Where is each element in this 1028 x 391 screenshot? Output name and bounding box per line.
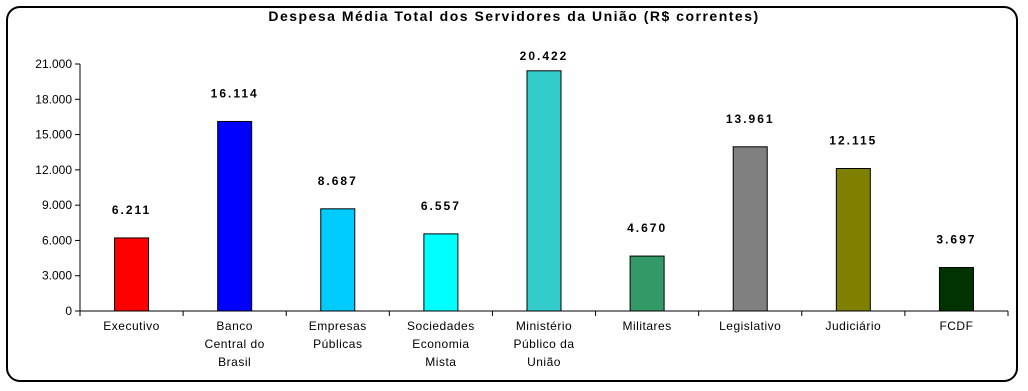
y-tick-label: 12.000: [35, 163, 72, 177]
bar: [835, 168, 871, 312]
category-label: Economia: [412, 337, 469, 351]
bar: [114, 237, 150, 312]
bar: [320, 208, 356, 312]
category-label: Brasil: [218, 355, 251, 369]
data-label: 8.687: [318, 174, 358, 188]
y-tick-label: 9.000: [42, 198, 72, 212]
data-label: 4.670: [627, 221, 667, 235]
bar: [217, 120, 253, 312]
category-label: Central do: [204, 337, 264, 351]
category-label: Públicas: [313, 337, 362, 351]
category-label: Militares: [623, 319, 672, 333]
bar: [938, 267, 974, 312]
data-label: 6.557: [421, 199, 461, 213]
data-label: 12.115: [829, 134, 877, 148]
data-label: 3.697: [936, 233, 976, 247]
bar: [732, 146, 768, 312]
bar: [423, 233, 459, 312]
data-label: 16.114: [211, 86, 259, 100]
data-label: 20.422: [520, 49, 569, 63]
category-label: Mista: [425, 355, 456, 369]
category-label: Legislativo: [719, 319, 781, 333]
category-label: Público da: [513, 337, 574, 351]
category-label: Banco: [216, 319, 253, 333]
data-labels: 6.211 16.114 8.687 6.557 20.422 4.670 13.961 12…: [112, 49, 976, 247]
category-label: Executivo: [103, 319, 160, 333]
category-label: Sociedades: [407, 319, 475, 333]
data-label: 6.211: [112, 203, 151, 217]
category-labels: Executivo Banco Central do Brasil Empresas Pú…: [103, 319, 973, 369]
axes: 0 3.000 6.000 9.000 12.000 15.000 18.000 21.000: [35, 57, 1009, 318]
y-tick-label: 0: [65, 304, 72, 318]
bar: [526, 70, 562, 312]
category-label: FCDF: [939, 319, 973, 333]
data-label: 13.961: [726, 112, 775, 126]
bar: [629, 255, 665, 312]
y-tick-label: 6.000: [42, 233, 72, 247]
category-label: Judiciário: [825, 319, 881, 333]
y-tick-label: 3.000: [42, 269, 72, 283]
bars: [114, 70, 974, 312]
category-label: Ministério: [516, 319, 572, 333]
chart-title: Despesa Média Total dos Servidores da Un…: [268, 8, 760, 24]
y-tick-label: 15.000: [35, 128, 72, 142]
y-tick-label: 21.000: [35, 57, 72, 71]
y-tick-label: 18.000: [35, 92, 72, 106]
category-label: Empresas: [309, 319, 367, 333]
category-label: União: [527, 355, 561, 369]
